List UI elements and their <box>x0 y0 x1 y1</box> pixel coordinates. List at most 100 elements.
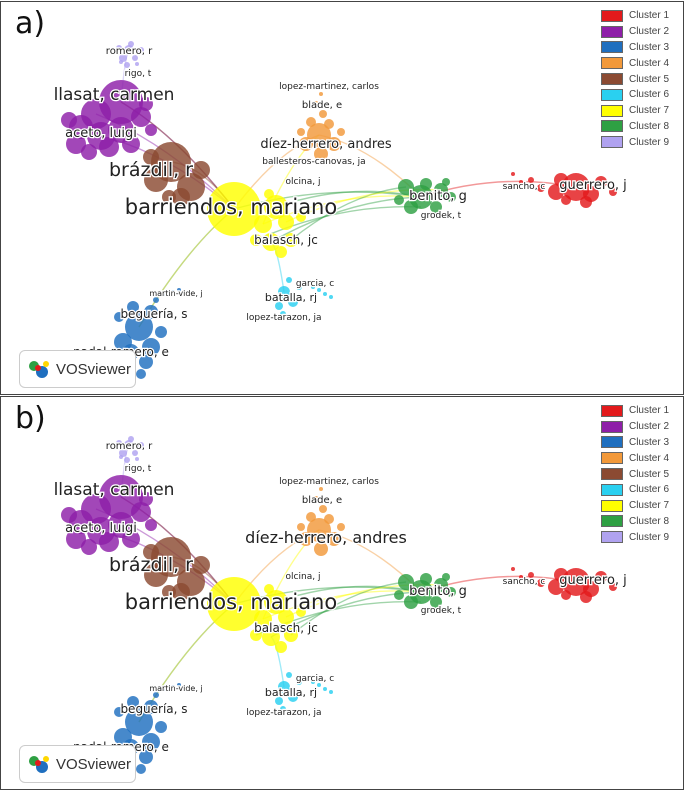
author-node[interactable] <box>264 584 274 594</box>
author-label-blade[interactable]: blade, e <box>301 99 344 113</box>
author-node[interactable] <box>314 542 328 556</box>
author-node[interactable] <box>124 457 130 463</box>
author-node[interactable] <box>398 179 414 195</box>
author-node[interactable] <box>144 700 158 714</box>
author-node[interactable] <box>329 690 333 694</box>
network-map[interactable]: romero, r rigo, t llasat, carmen aceto, lui… <box>1 397 684 790</box>
author-label-rigo[interactable]: rigo, t <box>123 463 153 476</box>
author-node[interactable] <box>278 609 294 625</box>
author-label-sancho[interactable]: sancho, c <box>501 576 546 589</box>
author-node[interactable] <box>319 487 323 491</box>
author-node[interactable] <box>511 567 515 571</box>
author-node[interactable] <box>306 117 316 127</box>
author-label-romero[interactable]: romero, r <box>105 45 155 59</box>
author-node[interactable] <box>192 556 210 574</box>
author-node[interactable] <box>324 514 334 524</box>
author-label-diez-herrero[interactable]: díez-herrero, andres <box>244 527 408 549</box>
author-node[interactable] <box>119 455 123 459</box>
author-label-lopez-martinez[interactable]: lopez-martinez, carlos <box>278 476 381 489</box>
author-node[interactable] <box>519 180 523 184</box>
author-node[interactable] <box>124 440 134 450</box>
author-node[interactable] <box>262 233 280 251</box>
author-node[interactable] <box>329 295 333 299</box>
author-label-grodek[interactable]: grodek, t <box>420 605 463 618</box>
author-node[interactable] <box>519 575 523 579</box>
author-node[interactable] <box>327 532 341 546</box>
author-node[interactable] <box>297 128 305 136</box>
author-node[interactable] <box>446 192 456 202</box>
author-label-guerrero[interactable]: guerrero, j <box>558 177 628 195</box>
author-label-lopez-tarazon[interactable]: lopez-tarazon, ja <box>245 707 323 720</box>
author-node[interactable] <box>264 195 288 219</box>
author-node[interactable] <box>125 708 153 736</box>
author-node[interactable] <box>192 161 210 179</box>
author-label-diez-herrero[interactable]: díez-herrero, andres <box>259 136 393 154</box>
author-node[interactable] <box>264 590 288 614</box>
author-node[interactable] <box>171 290 175 294</box>
author-node[interactable] <box>314 147 328 161</box>
author-node[interactable] <box>528 572 534 578</box>
author-node[interactable] <box>528 177 534 183</box>
author-node[interactable] <box>127 696 139 708</box>
author-label-brazdil[interactable]: brázdil, r <box>108 553 195 578</box>
author-node[interactable] <box>125 313 153 341</box>
author-node[interactable] <box>296 284 302 290</box>
author-node[interactable] <box>297 523 305 531</box>
author-node[interactable] <box>311 285 315 289</box>
author-node[interactable] <box>144 563 168 587</box>
author-node[interactable] <box>278 286 290 298</box>
author-node[interactable] <box>284 628 298 642</box>
author-node[interactable] <box>537 579 545 587</box>
author-node[interactable] <box>595 176 607 188</box>
author-label-sancho[interactable]: sancho, c <box>501 181 546 194</box>
author-node[interactable] <box>580 591 592 603</box>
author-node[interactable] <box>404 200 418 214</box>
author-node[interactable] <box>61 507 77 523</box>
author-node[interactable] <box>162 190 176 204</box>
author-node[interactable] <box>119 60 123 64</box>
author-node[interactable] <box>311 680 315 684</box>
author-node[interactable] <box>299 532 313 546</box>
author-label-martin-vide[interactable]: martin-vide, j <box>148 683 204 695</box>
author-node[interactable] <box>143 149 159 165</box>
author-label-garcia[interactable]: garcia, c <box>295 278 336 291</box>
author-node[interactable] <box>164 292 168 296</box>
author-node[interactable] <box>275 302 283 310</box>
author-label-batalla[interactable]: batalla, rj <box>264 685 319 701</box>
author-node[interactable] <box>337 523 345 531</box>
author-node[interactable] <box>124 45 134 55</box>
author-node[interactable] <box>207 182 261 236</box>
author-node[interactable] <box>317 683 321 687</box>
author-node[interactable] <box>172 583 190 601</box>
author-label-batalla[interactable]: batalla, rj <box>264 290 319 306</box>
author-node[interactable] <box>131 502 151 522</box>
author-node[interactable] <box>609 188 617 196</box>
author-node[interactable] <box>99 532 119 552</box>
author-node[interactable] <box>66 134 86 154</box>
author-node[interactable] <box>132 55 138 61</box>
author-node[interactable] <box>561 195 571 205</box>
author-label-olcina[interactable]: olcina, j <box>284 176 321 189</box>
author-label-balasch[interactable]: balasch, jc <box>253 620 319 637</box>
author-node[interactable] <box>278 214 294 230</box>
author-label-blade[interactable]: blade, e <box>301 494 344 508</box>
author-node[interactable] <box>250 629 262 641</box>
author-node[interactable] <box>394 590 404 600</box>
author-node[interactable] <box>275 641 287 653</box>
author-label-olcina[interactable]: olcina, j <box>284 571 321 584</box>
author-node[interactable] <box>430 201 442 213</box>
author-label-balasch[interactable]: balasch, jc <box>253 232 319 249</box>
author-node[interactable] <box>442 178 450 186</box>
author-label-romero[interactable]: romero, r <box>105 440 155 454</box>
author-node[interactable] <box>313 496 319 502</box>
author-node[interactable] <box>609 583 617 591</box>
author-node[interactable] <box>99 137 119 157</box>
author-label-barriendos[interactable]: barriendos, mariano <box>124 194 339 221</box>
author-node[interactable] <box>153 297 159 303</box>
author-node[interactable] <box>264 189 274 199</box>
author-node[interactable] <box>561 590 571 600</box>
author-node[interactable] <box>323 292 327 296</box>
author-label-lopez-martinez[interactable]: lopez-martinez, carlos <box>278 81 381 94</box>
author-node[interactable] <box>327 137 341 151</box>
author-node[interactable] <box>116 45 122 51</box>
